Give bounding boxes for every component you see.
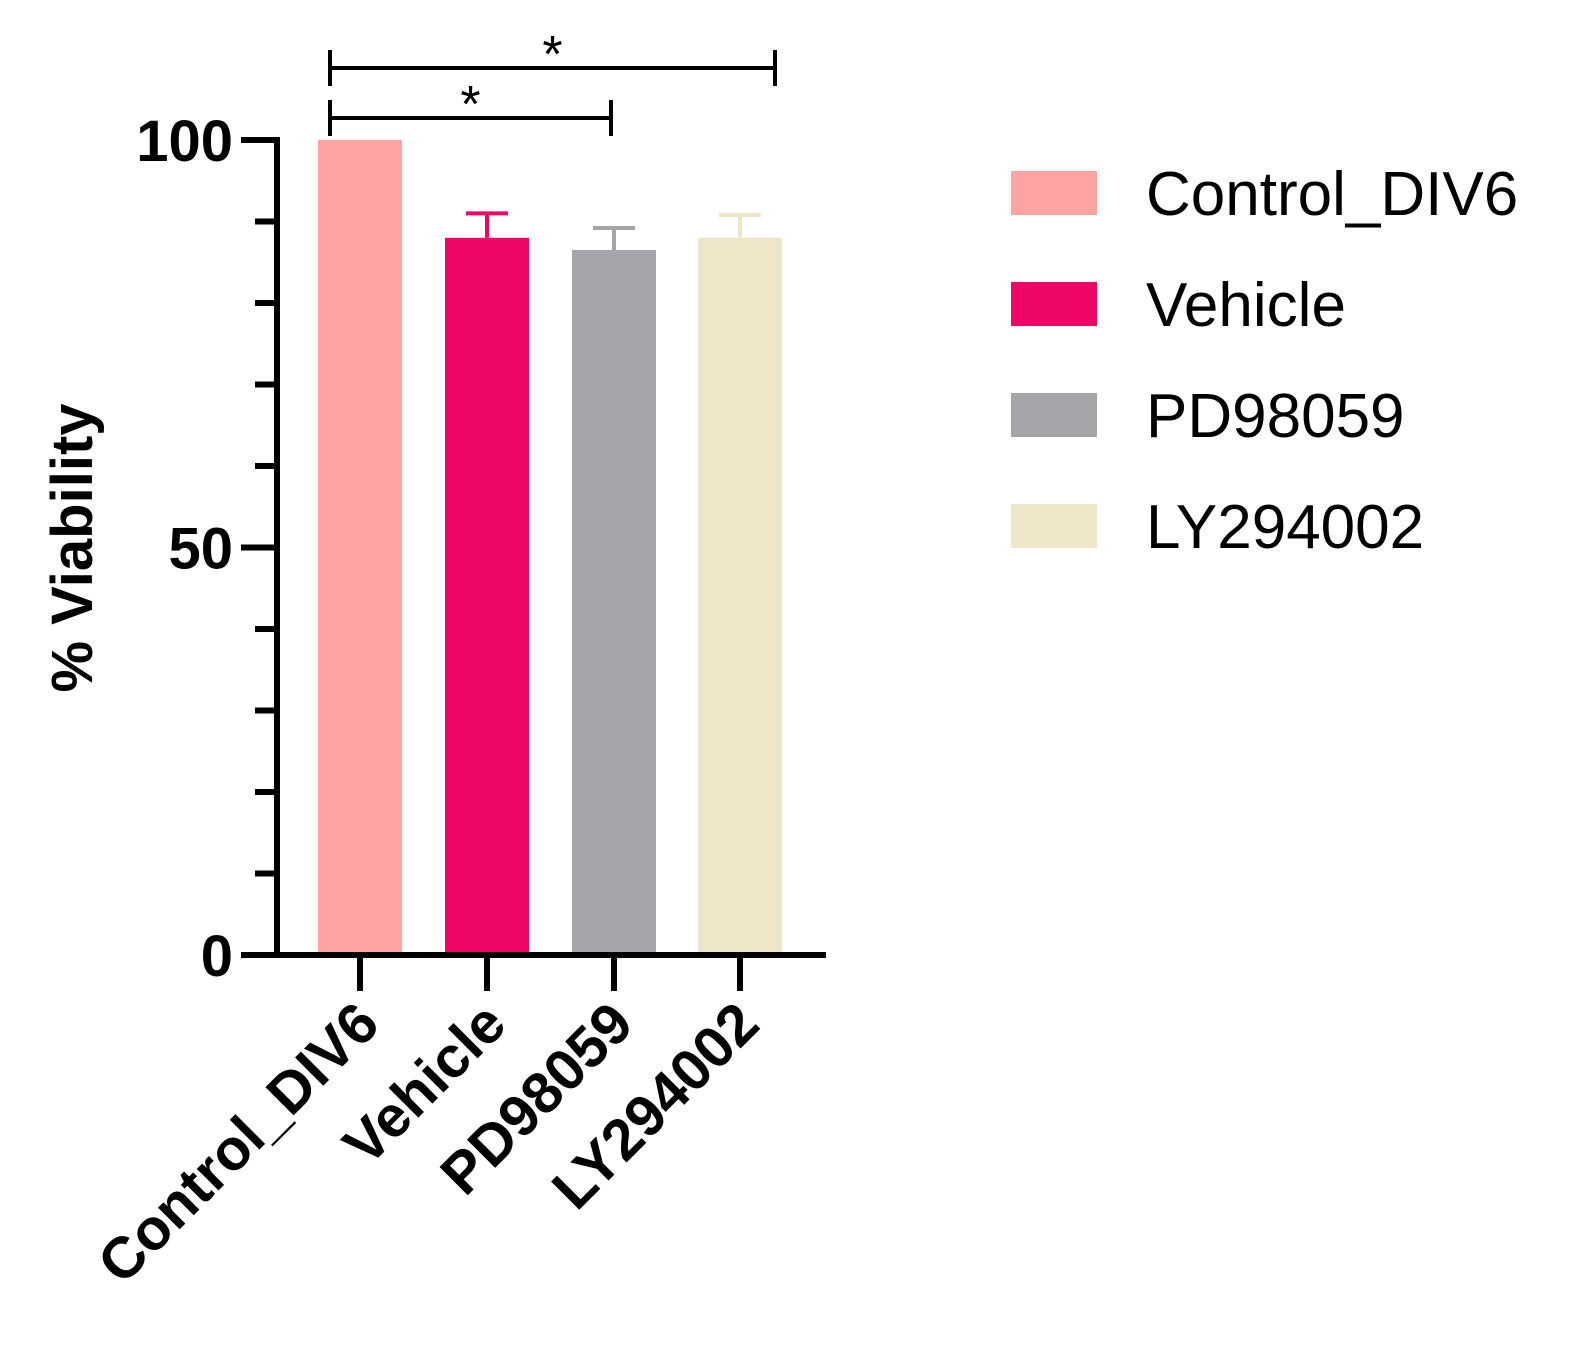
legend-label: Vehicle <box>1146 271 1346 340</box>
bar <box>572 250 656 955</box>
y-axis-label: % Viability <box>40 403 105 692</box>
legend-label: PD98059 <box>1146 382 1405 451</box>
error-bars <box>466 211 761 251</box>
legend-swatch <box>1011 504 1097 548</box>
bars <box>318 140 782 956</box>
legend-swatch <box>1011 171 1097 215</box>
bar <box>445 237 529 956</box>
y-tick-label: 0 <box>201 924 233 989</box>
legend-label: LY294002 <box>1146 493 1424 562</box>
significance-marker: * <box>460 76 480 134</box>
legend-label: Control_DIV6 <box>1146 160 1518 229</box>
bar <box>698 237 782 956</box>
y-tick-label: 100 <box>136 109 233 174</box>
y-tick-label: 50 <box>168 517 233 582</box>
significance-brackets: ** <box>328 26 777 136</box>
legend-swatch <box>1011 282 1097 326</box>
significance-marker: * <box>542 26 562 84</box>
bar <box>318 140 402 955</box>
legend: Control_DIV6 Vehicle PD98059 LY294002 <box>1011 160 1518 562</box>
y-ticks: 0 50 100 <box>136 109 277 989</box>
legend-swatch <box>1011 393 1097 437</box>
